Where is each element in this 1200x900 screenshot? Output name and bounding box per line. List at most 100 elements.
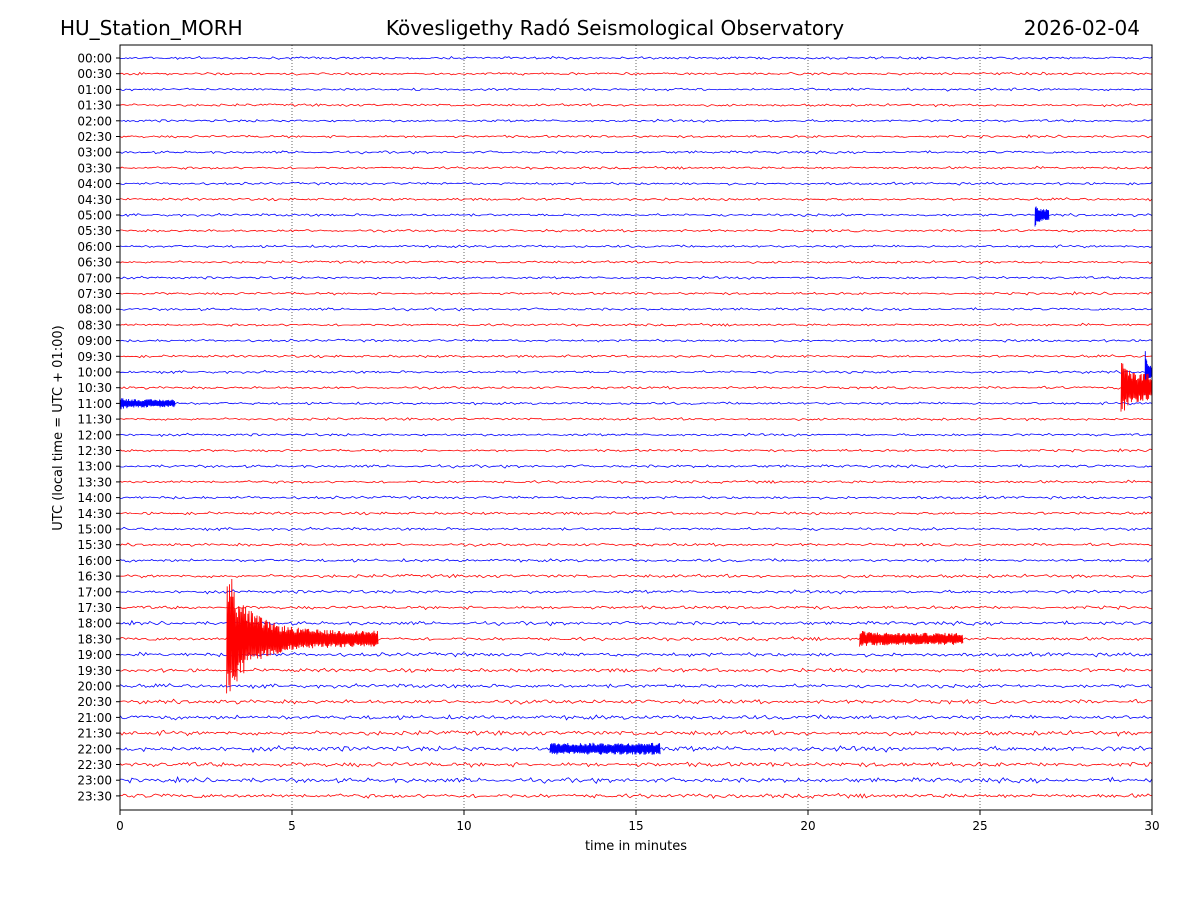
y-tick-label: 12:00 — [77, 428, 112, 442]
trace-row — [119, 165, 1153, 170]
x-tick-label: 20 — [800, 819, 815, 833]
y-tick-label: 09:30 — [77, 350, 112, 364]
trace-row — [119, 212, 1153, 217]
y-tick-label: 16:30 — [77, 570, 112, 584]
y-tick-label: 00:00 — [77, 52, 112, 66]
y-tick-label: 11:00 — [77, 397, 112, 411]
y-tick-label: 05:00 — [77, 209, 112, 223]
date-label: 2026-02-04 — [1024, 16, 1140, 40]
y-tick-label: 01:30 — [77, 99, 112, 113]
y-tick-label: 10:30 — [77, 381, 112, 395]
y-tick-label: 07:30 — [77, 287, 112, 301]
x-tick-label: 30 — [1144, 819, 1159, 833]
y-tick-label: 21:30 — [77, 727, 112, 741]
trace-row — [119, 573, 1153, 579]
trace-row — [119, 354, 1153, 359]
y-tick-label: 17:30 — [77, 601, 112, 615]
trace-row — [119, 792, 1153, 800]
station-label: HU_Station_MORH — [60, 16, 243, 40]
trace-row — [119, 291, 1153, 296]
y-tick-label: 15:30 — [77, 538, 112, 552]
trace-row — [119, 401, 1153, 406]
y-tick-label: 10:00 — [77, 366, 112, 380]
event-burst — [1120, 362, 1153, 412]
y-tick-label: 22:30 — [77, 758, 112, 772]
trace-row — [119, 417, 1153, 422]
y-tick-label: 16:00 — [77, 554, 112, 568]
trace-row — [119, 448, 1153, 453]
y-tick-label: 20:30 — [77, 695, 112, 709]
y-tick-label: 19:30 — [77, 664, 112, 678]
trace-row — [119, 338, 1153, 343]
y-tick-label: 03:00 — [77, 146, 112, 160]
trace-row — [119, 589, 1153, 595]
trace-row — [119, 714, 1153, 721]
trace-row — [119, 511, 1153, 516]
y-tick-label: 02:30 — [77, 130, 112, 144]
trace-row — [119, 103, 1153, 108]
y-tick-label: 04:30 — [77, 193, 112, 207]
y-tick-label: 06:00 — [77, 240, 112, 254]
y-tick-label: 23:00 — [77, 774, 112, 788]
y-tick-label: 21:00 — [77, 711, 112, 725]
y-tick-label: 05:30 — [77, 224, 112, 238]
y-tick-label: 08:30 — [77, 318, 112, 332]
trace-row — [119, 385, 1153, 390]
event-burst — [1144, 351, 1153, 396]
trace-row — [119, 275, 1153, 280]
x-axis-ticks: 0 5 10 15 20 25 30 — [116, 810, 1160, 833]
y-tick-label: 11:30 — [77, 413, 112, 427]
trace-row — [119, 605, 1153, 611]
y-tick-label: 00:30 — [77, 67, 112, 81]
y-tick-label: 06:30 — [77, 256, 112, 270]
y-tick-label: 22:00 — [77, 742, 112, 756]
trace-row — [119, 307, 1153, 312]
y-tick-label: 14:30 — [77, 507, 112, 521]
trace-row — [119, 729, 1153, 737]
trace-row — [119, 542, 1153, 547]
y-tick-label: 13:30 — [77, 475, 112, 489]
y-tick-label: 19:00 — [77, 648, 112, 662]
trace-row — [119, 118, 1152, 123]
trace-row — [119, 619, 1153, 627]
x-tick-label: 5 — [288, 819, 296, 833]
trace-row — [119, 432, 1153, 437]
event-burst — [119, 398, 176, 410]
event-burst — [859, 630, 964, 647]
trace-row — [119, 526, 1153, 532]
y-axis-label: UTC (local time = UTC + 01:00) — [51, 325, 66, 530]
y-tick-label: 08:00 — [77, 303, 112, 317]
x-tick-label: 10 — [456, 819, 471, 833]
trace-row — [120, 228, 1153, 233]
trace-row — [119, 761, 1153, 768]
y-tick-label: 02:00 — [77, 114, 112, 128]
trace-row — [119, 463, 1153, 469]
y-tick-label: 17:00 — [77, 585, 112, 599]
trace-row — [119, 197, 1153, 202]
x-tick-label: 25 — [972, 819, 987, 833]
trace-row — [119, 495, 1153, 500]
trace-row — [119, 150, 1153, 155]
event-burst — [226, 578, 379, 694]
y-tick-label: 15:00 — [77, 523, 112, 537]
y-tick-label: 20:00 — [77, 680, 112, 694]
trace-row — [119, 775, 1153, 784]
y-tick-label: 03:30 — [77, 161, 112, 175]
gridlines — [291, 45, 981, 810]
trace-row — [119, 181, 1153, 186]
y-tick-label: 12:30 — [77, 444, 112, 458]
x-tick-label: 0 — [116, 819, 124, 833]
trace-row — [119, 479, 1153, 485]
y-tick-label: 01:00 — [77, 83, 112, 97]
trace-row — [119, 244, 1153, 249]
traces — [119, 55, 1153, 800]
trace-row — [119, 667, 1153, 673]
trace-row — [119, 134, 1153, 139]
trace-row — [119, 651, 1153, 658]
y-tick-label: 13:00 — [77, 460, 112, 474]
trace-row — [119, 71, 1152, 76]
y-tick-label: 23:30 — [77, 789, 112, 803]
trace-row — [119, 87, 1153, 92]
